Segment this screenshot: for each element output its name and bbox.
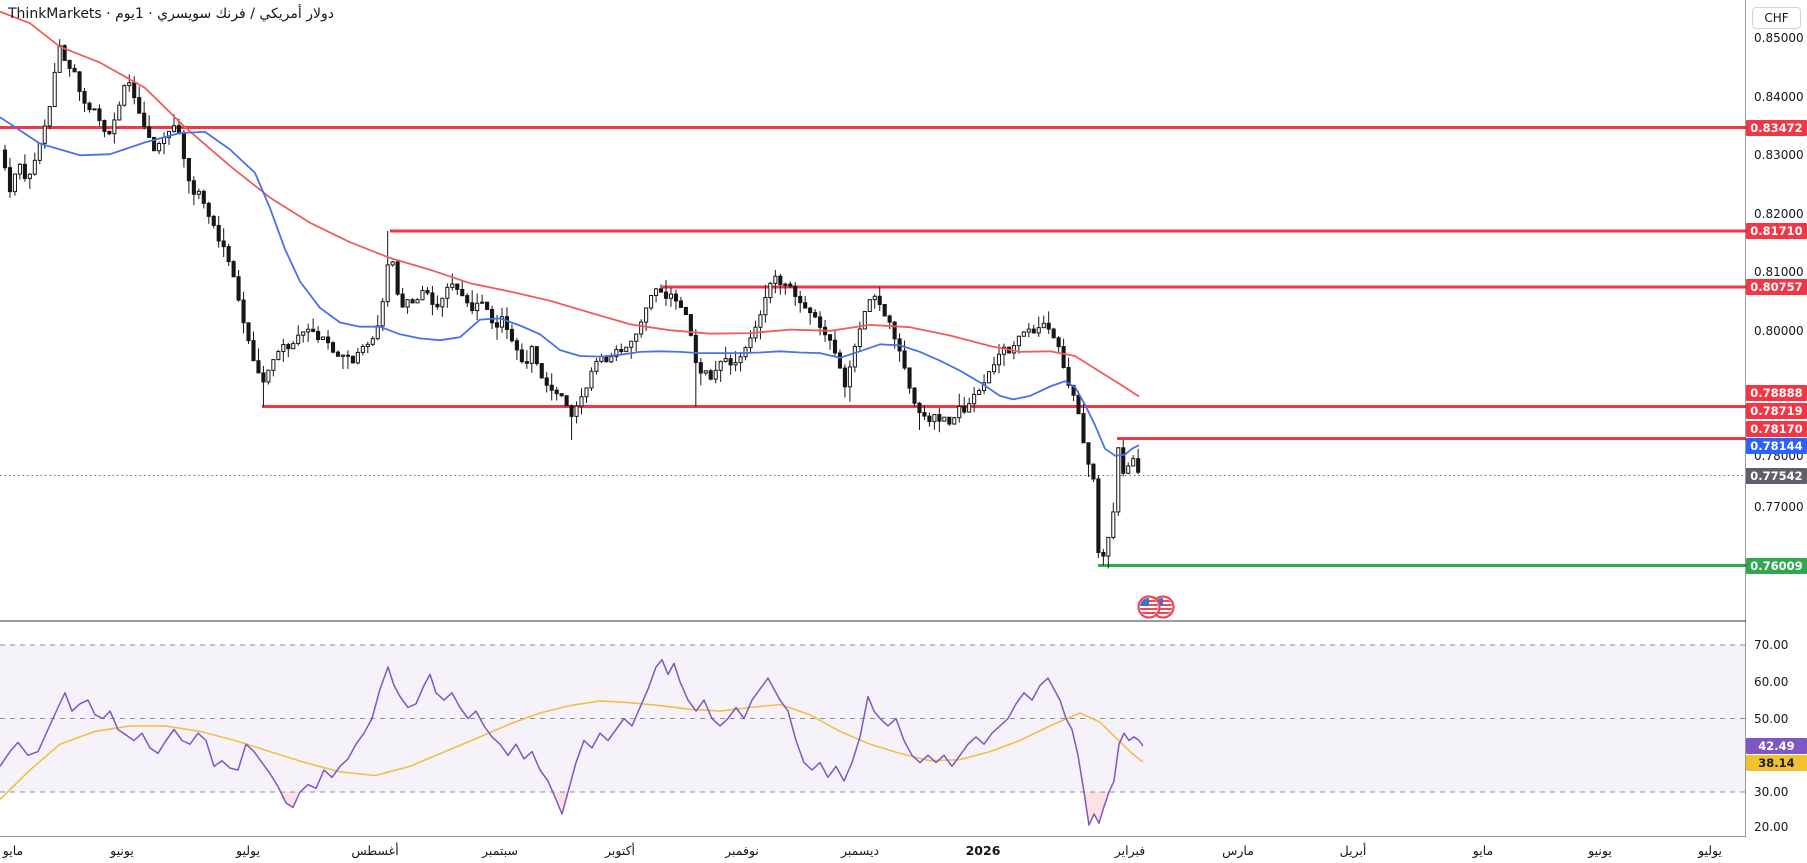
- time-axis-label: نوفمبر: [725, 843, 759, 858]
- rsi-oversold-fill: [0, 792, 1143, 826]
- price-badge-38.14: 38.14: [1746, 755, 1807, 771]
- time-axis-label: ديسمبر: [840, 843, 880, 858]
- time-axis-label: يوليو: [1698, 843, 1722, 858]
- time-axis-label: يونيو: [1588, 843, 1612, 858]
- time-axis-label: فبراير: [1114, 843, 1146, 858]
- price-axis-tick: 0.82000: [1754, 207, 1804, 221]
- price-badge-0.83472: 0.83472: [1746, 120, 1807, 136]
- price-badge-0.78144: 0.78144: [1746, 438, 1807, 454]
- ma-red-line: [0, 10, 1140, 398]
- time-axis-label: أبريل: [1339, 843, 1367, 858]
- flag-circle-left: [1137, 595, 1161, 619]
- time-axis-label: يوليو: [236, 843, 260, 858]
- rsi-axis-tick: 30.00: [1754, 785, 1789, 799]
- time-axis-row[interactable]: [0, 837, 1807, 863]
- time-axis-label: أكتوبر: [604, 843, 636, 858]
- time-axis-label: 2026: [965, 843, 1001, 858]
- rsi-ma-line: [0, 700, 1144, 800]
- time-axis-label: مايو: [1472, 843, 1494, 858]
- price-badge-0.76009: 0.76009: [1746, 558, 1807, 574]
- price-badge-0.78888: 0.78888: [1746, 385, 1807, 401]
- rsi-axis-tick: 60.00: [1754, 675, 1789, 689]
- rsi-axis-tick: 20.00: [1754, 820, 1789, 834]
- rsi-axis-tick: 70.00: [1754, 638, 1789, 652]
- calendar-flags-icon: [1137, 595, 1175, 619]
- rsi-axis-tick: 50.00: [1754, 712, 1789, 726]
- ma-blue-line: [0, 116, 1140, 457]
- price-badge-0.78170: 0.78170: [1746, 421, 1807, 437]
- time-axis-label: مارس: [1222, 843, 1254, 858]
- price-badge-0.81710: 0.81710: [1746, 223, 1807, 239]
- price-axis-tick: 0.85000: [1754, 31, 1804, 45]
- price-axis-tick: 0.80000: [1754, 324, 1804, 338]
- price-axis-tick: 0.83000: [1754, 148, 1804, 162]
- price-badge-0.80757: 0.80757: [1746, 279, 1807, 295]
- price-axis-tick: 0.77000: [1754, 500, 1804, 514]
- price-badge-42.49: 42.49: [1746, 738, 1807, 754]
- time-axis-label: مايو: [2, 843, 24, 858]
- time-axis-label: أغسطس: [351, 843, 399, 858]
- price-badge-0.77542: 0.77542: [1746, 468, 1807, 484]
- price-axis-tick: 0.81000: [1754, 265, 1804, 279]
- symbol-title[interactable]: دولار أمريكي / فرنك سويسري · 1يوم · Thin…: [8, 6, 334, 22]
- time-axis-label: يونيو: [110, 843, 134, 858]
- currency-unit-button[interactable]: CHF: [1752, 7, 1801, 29]
- candlestick-series: [2, 39, 1141, 569]
- price-badge-0.78719: 0.78719: [1746, 403, 1807, 419]
- price-axis-tick: 0.84000: [1754, 90, 1804, 104]
- time-axis-label: سبتمبر: [482, 843, 518, 858]
- rsi-line: [0, 658, 1144, 826]
